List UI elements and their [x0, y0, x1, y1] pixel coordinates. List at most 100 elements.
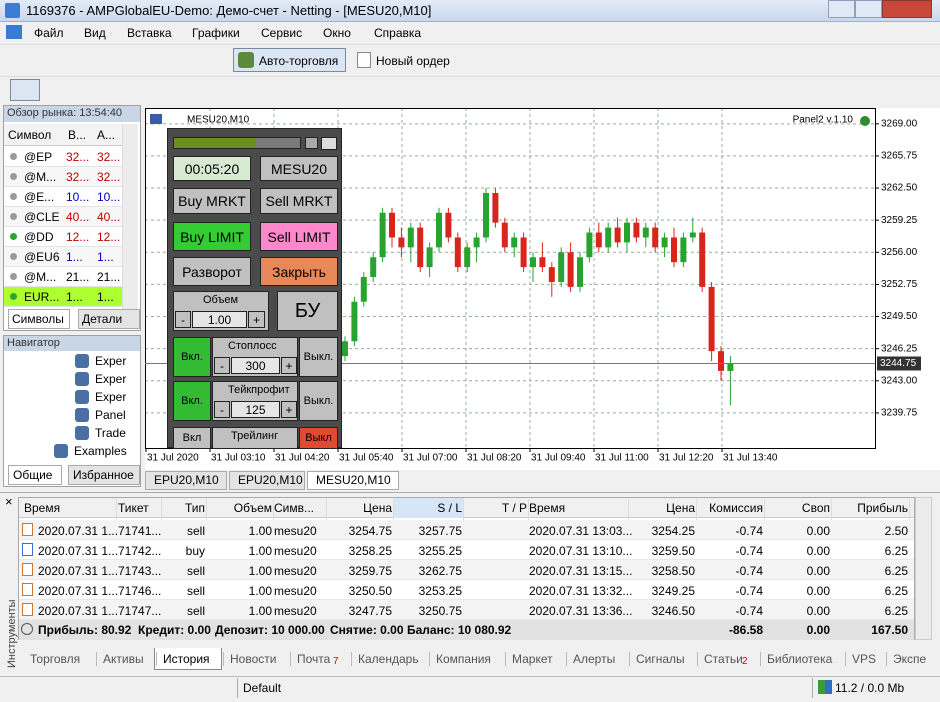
candle-body	[652, 227, 659, 248]
param-input[interactable]: 300	[231, 357, 280, 374]
param-plus[interactable]: +	[281, 357, 297, 374]
maximize-button[interactable]	[855, 0, 882, 18]
bottom-tab[interactable]: Экспе	[893, 652, 927, 666]
table-row[interactable]	[19, 600, 914, 620]
menu-item[interactable]: Справка	[374, 26, 422, 40]
table-row[interactable]	[19, 540, 914, 560]
param-minus[interactable]: -	[214, 401, 230, 418]
disable-button[interactable]: Выкл.	[299, 381, 338, 421]
column-header[interactable]: Прибыль	[857, 501, 908, 515]
panel-minimize[interactable]	[305, 137, 318, 149]
new-order-button[interactable]: Новый ордер	[376, 54, 450, 68]
column-header[interactable]: Комиссия	[709, 501, 763, 515]
volume-plus[interactable]: +	[248, 311, 265, 328]
market-symbol: @CLE	[24, 210, 60, 224]
market-row[interactable]	[4, 227, 122, 247]
table-row[interactable]	[19, 520, 914, 540]
param-minus[interactable]: -	[214, 357, 230, 374]
panel-close[interactable]	[321, 137, 337, 150]
table-cell: 2020.07.31 1...	[38, 524, 119, 538]
disable-button[interactable]: Выкл.	[299, 337, 338, 377]
column-header[interactable]: Время	[529, 501, 566, 515]
navigator-header	[4, 336, 140, 351]
sell-market-button[interactable]: Sell MRKT	[260, 188, 338, 214]
chart-tab[interactable]	[145, 471, 227, 490]
enable-button[interactable]: Вкл.	[173, 337, 211, 377]
column-header: Символ	[8, 128, 52, 142]
bottom-tab[interactable]: Календарь	[358, 652, 419, 666]
close-button[interactable]	[882, 0, 932, 18]
bottom-tab[interactable]: Алерты	[573, 652, 616, 666]
column-header[interactable]: Тип	[184, 501, 205, 515]
chart-tab[interactable]	[229, 471, 305, 490]
toolbox-close[interactable]: ×	[5, 494, 13, 509]
column-header[interactable]: Своп	[801, 501, 830, 515]
bottom-tab[interactable]: Компания	[436, 652, 491, 666]
nav-item[interactable]: Exper	[95, 354, 127, 368]
panel-tab[interactable]	[8, 309, 70, 329]
bottom-tab[interactable]: Маркет	[512, 652, 553, 666]
reverse-button[interactable]: Разворот	[173, 257, 251, 286]
candle-body	[642, 227, 649, 238]
column-header[interactable]: Время	[24, 501, 61, 515]
param-input[interactable]: 125	[231, 401, 280, 418]
nav-item[interactable]: Trade	[95, 426, 126, 440]
market-row[interactable]	[4, 247, 122, 267]
column-header[interactable]: Симв...	[274, 501, 314, 515]
menu-item[interactable]: Вставка	[127, 26, 172, 40]
menu-item[interactable]: Файл	[34, 26, 64, 40]
market-row[interactable]	[4, 147, 122, 167]
nav-item[interactable]: Exper	[95, 372, 127, 386]
bottom-tab[interactable]: Новости	[230, 652, 277, 666]
bottom-tab[interactable]: Торговля	[30, 652, 81, 666]
bottom-tab[interactable]: Активы	[103, 652, 144, 666]
market-row[interactable]	[4, 267, 122, 287]
volume-input[interactable]: 1.00	[192, 311, 247, 328]
column-header[interactable]: Цена	[363, 501, 392, 515]
bottom-tab[interactable]: Библиотека	[767, 652, 833, 666]
chart-tab[interactable]	[307, 471, 399, 490]
bottom-tab[interactable]: История	[163, 652, 210, 666]
table-row[interactable]	[19, 580, 914, 600]
buy-market-button[interactable]: Buy MRKT	[173, 188, 251, 214]
panel-tab[interactable]	[8, 465, 62, 485]
summary-commission: -86.58	[728, 623, 763, 637]
close-all-button[interactable]: Закрыть	[260, 257, 338, 286]
panel-tab[interactable]	[68, 465, 140, 485]
menu-item[interactable]: Окно	[323, 26, 351, 40]
param-plus[interactable]: +	[281, 401, 297, 418]
nav-item[interactable]: Panel	[95, 408, 126, 422]
bottom-tab[interactable]: Почта	[297, 652, 331, 666]
bottom-tab[interactable]: Сигналы	[636, 652, 685, 666]
market-row[interactable]	[4, 187, 122, 207]
enable-button[interactable]: Вкл.	[173, 381, 211, 421]
market-row[interactable]	[4, 207, 122, 227]
market-row[interactable]	[4, 287, 122, 307]
bottom-tab[interactable]: Статьи	[704, 652, 743, 666]
market-row[interactable]	[4, 167, 122, 187]
menu-item[interactable]: Вид	[84, 26, 106, 40]
bottom-tab[interactable]: VPS	[852, 652, 877, 666]
column-header[interactable]: T / P	[501, 501, 527, 515]
nav-item[interactable]: Examples	[74, 444, 127, 458]
cursor-tool[interactable]	[10, 79, 40, 101]
sell-limit-button[interactable]: Sell LIMIT	[260, 222, 338, 251]
volume-minus[interactable]: -	[175, 311, 191, 328]
table-row[interactable]	[19, 560, 914, 580]
nav-item[interactable]: Exper	[95, 390, 127, 404]
menu-item[interactable]: Графики	[192, 26, 240, 40]
column-header[interactable]: Объем	[233, 501, 272, 515]
enable-button[interactable]: Вкл	[173, 427, 211, 449]
minimize-button[interactable]	[828, 0, 855, 18]
symbol-icon	[10, 153, 17, 160]
panel-tab[interactable]	[78, 309, 140, 329]
y-tick-label: 3246.25	[881, 343, 918, 354]
buy-limit-button[interactable]: Buy LIMIT	[173, 222, 251, 251]
disable-button[interactable]: Выкл	[299, 427, 338, 449]
column-header[interactable]: Цена	[666, 501, 695, 515]
menu-item[interactable]: Сервис	[261, 26, 303, 40]
column-header[interactable]: S / L	[437, 501, 462, 515]
symbol-icon	[10, 233, 17, 240]
column-header[interactable]: Тикет	[118, 501, 149, 515]
breakeven-button[interactable]: БУ	[277, 291, 338, 331]
